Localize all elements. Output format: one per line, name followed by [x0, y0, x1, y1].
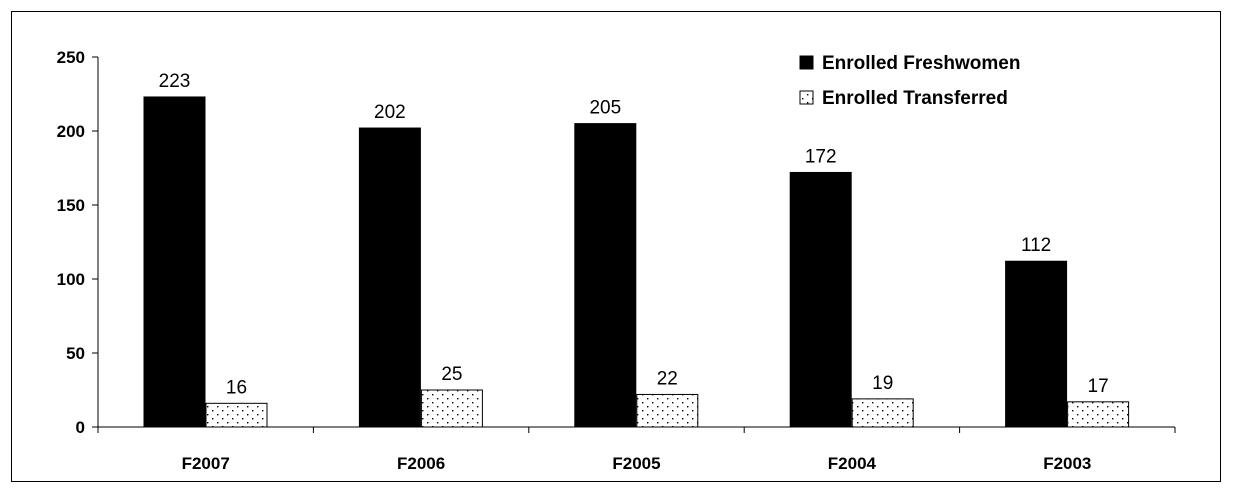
- data-label: 16: [226, 377, 247, 398]
- y-tick-label: 0: [76, 418, 85, 437]
- bar-freshwomen: [789, 171, 852, 428]
- y-tick-label: 100: [57, 270, 85, 289]
- x-tick-label: F2005: [612, 454, 660, 473]
- bar-transferred: [420, 389, 483, 428]
- data-label: 22: [657, 368, 678, 389]
- data-label: 202: [374, 102, 406, 123]
- bar-transferred: [205, 402, 268, 428]
- data-label: 223: [159, 71, 191, 92]
- bar-freshwomen: [358, 127, 421, 428]
- x-tick-label: F2003: [1043, 454, 1091, 473]
- data-label: 17: [1088, 376, 1109, 397]
- data-labels: 223 202 205 172 112 16 25 22 19 17: [159, 71, 1109, 398]
- data-label: 205: [589, 98, 621, 119]
- legend-label: Enrolled Transferred: [822, 88, 1008, 109]
- y-tick-label: 150: [57, 196, 85, 215]
- data-label: 112: [1021, 235, 1051, 256]
- y-tick-label: 200: [57, 122, 85, 141]
- data-label: 172: [805, 146, 837, 167]
- bar-freshwomen: [574, 123, 637, 428]
- y-tick-label: 50: [66, 344, 85, 363]
- axes: 0 50 100 150 200 250 F2007 F2006 F2005 F2004 F2003: [57, 48, 1176, 473]
- x-tick-label: F2007: [182, 454, 230, 473]
- bar-transferred: [1067, 401, 1130, 428]
- bars: [143, 96, 1130, 428]
- x-tick-label: F2004: [828, 454, 877, 473]
- legend: Enrolled Freshwomen Enrolled Transferred: [799, 53, 1020, 109]
- legend-swatch: [799, 90, 814, 105]
- legend-label: Enrolled Freshwomen: [822, 53, 1020, 74]
- legend-swatch: [799, 55, 814, 70]
- bar-transferred: [636, 393, 699, 428]
- bar-freshwomen: [1005, 260, 1068, 428]
- data-label: 25: [441, 364, 462, 385]
- bar-transferred: [851, 398, 914, 428]
- y-tick-label: 250: [57, 48, 85, 67]
- x-tick-label: F2006: [397, 454, 445, 473]
- data-label: 19: [872, 373, 893, 394]
- bar-freshwomen: [143, 96, 206, 428]
